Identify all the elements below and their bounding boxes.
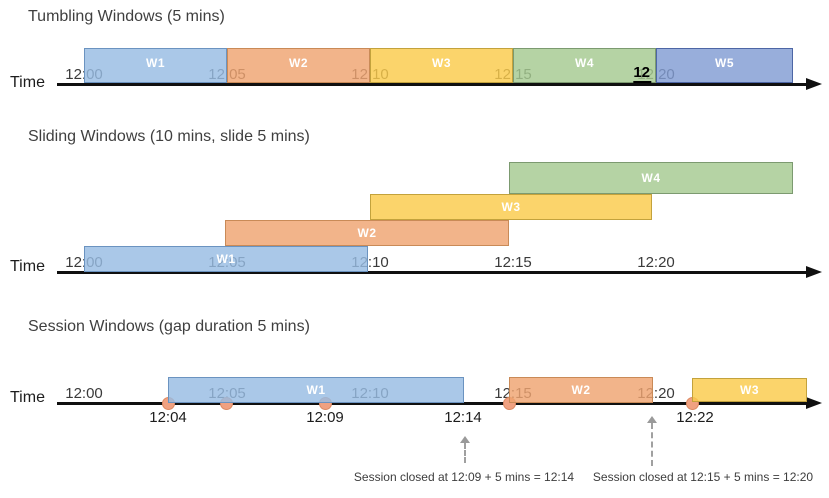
window-label: W2 — [289, 55, 308, 70]
window-label: W2 — [357, 226, 377, 240]
window-label: W4 — [641, 171, 661, 185]
session-closed-note: Session closed at 12:09 + 5 mins = 12:14 — [353, 470, 575, 484]
window-w2 — [509, 377, 653, 403]
tick-label: 12:00 — [65, 385, 103, 402]
window-w3 — [370, 48, 513, 83]
window-w3 — [370, 194, 652, 220]
time-axis-label: Time — [10, 258, 45, 275]
window-w4 — [509, 162, 793, 194]
event-time-label: 12:22 — [676, 409, 714, 426]
time-axis-label: Time — [10, 74, 45, 91]
window-label: W1 — [216, 252, 236, 266]
window-label: W1 — [146, 55, 165, 70]
window-w2 — [225, 220, 509, 246]
event-time-label: 12:09 — [306, 409, 344, 426]
window-w4 — [513, 48, 656, 83]
time-axis-label: Time — [10, 389, 45, 406]
axis-arrow-icon — [806, 266, 822, 278]
section-title-sliding: Sliding Windows (10 mins, slide 5 mins) — [28, 128, 310, 145]
event-time-label: 12:04 — [149, 409, 187, 426]
event-time-label: 12:14 — [444, 409, 482, 426]
window-w5 — [656, 48, 793, 83]
window-label: W4 — [575, 55, 594, 70]
window-label: W3 — [501, 200, 521, 214]
window-label: W5 — [715, 55, 734, 70]
tick-label: 12:20 — [637, 254, 675, 271]
tick-label: 12:15 — [494, 254, 532, 271]
window-w1 — [168, 377, 464, 403]
axis-arrow-icon — [806, 397, 822, 409]
section-title-tumbling: Tumbling Windows (5 mins) — [28, 8, 225, 25]
window-label: W2 — [571, 383, 591, 397]
window-label: W3 — [740, 383, 759, 397]
axis-arrow-icon — [806, 78, 822, 90]
annotation-arrow-icon — [647, 416, 657, 423]
time-axis-line — [57, 83, 806, 86]
time-axis-line — [57, 271, 806, 274]
window-label: W1 — [306, 383, 326, 397]
window-w2 — [227, 48, 370, 83]
tick-label-emphasis: 12 — [633, 64, 651, 83]
section-title-session: Session Windows (gap duration 5 mins) — [28, 318, 310, 335]
annotation-arrow-icon — [460, 436, 470, 443]
window-w3 — [692, 378, 807, 402]
window-w1 — [84, 48, 227, 83]
session-closed-note: Session closed at 12:15 + 5 mins = 12:20 — [592, 470, 814, 484]
annotation-arrow-line — [651, 423, 653, 466]
window-label: W3 — [432, 55, 451, 70]
time-axis-line — [57, 402, 806, 405]
window-w1 — [84, 246, 368, 272]
annotation-arrow-line — [464, 443, 466, 463]
